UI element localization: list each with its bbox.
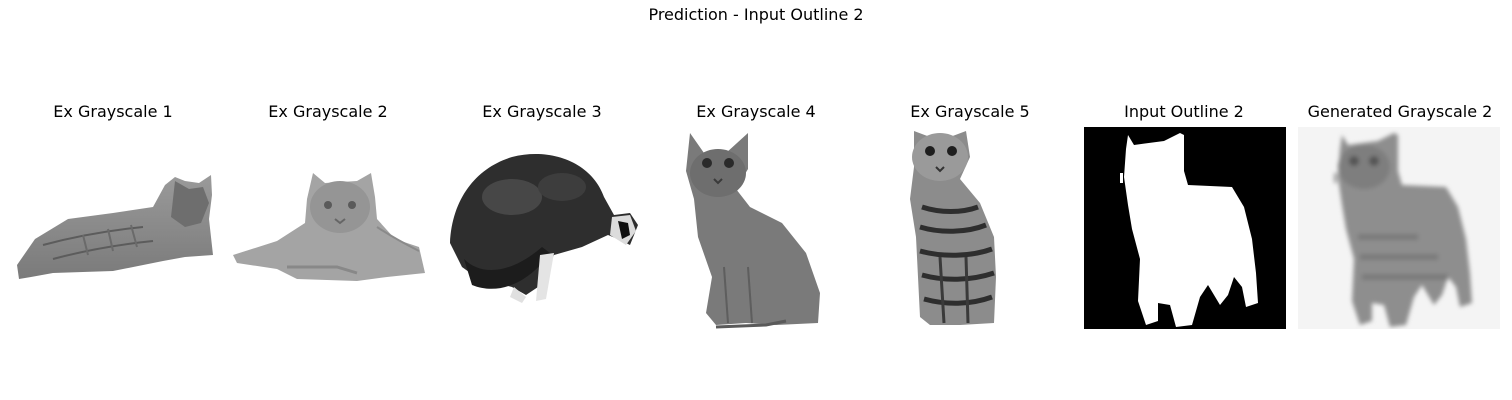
panel-ex-grayscale-2 xyxy=(227,127,429,329)
panel-generated-grayscale-2 xyxy=(1298,127,1500,329)
tabby-cat-sitting-image xyxy=(910,131,996,325)
panel-input-outline-2 xyxy=(1084,127,1286,329)
gray-cat-lying-image xyxy=(17,175,213,279)
panel-title-7: Generated Grayscale 2 xyxy=(1307,102,1493,121)
panel-title-4: Ex Grayscale 4 xyxy=(696,102,816,121)
panel-title-6: Input Outline 2 xyxy=(1124,102,1244,121)
panel-ex-grayscale-3 xyxy=(442,127,644,329)
panel-ex-grayscale-4 xyxy=(656,127,858,329)
binary-cat-silhouette-mask xyxy=(1084,127,1286,329)
panel-ex-grayscale-1 xyxy=(13,127,215,329)
panel-ex-grayscale-5 xyxy=(870,127,1072,329)
blurry-generated-cat-image xyxy=(1298,127,1500,329)
panel-title-2: Ex Grayscale 2 xyxy=(268,102,388,121)
panel-title-5: Ex Grayscale 5 xyxy=(910,102,1030,121)
orange-cat-lying-image xyxy=(233,173,425,281)
panel-title-1: Ex Grayscale 1 xyxy=(53,102,173,121)
panel-title-3: Ex Grayscale 3 xyxy=(482,102,602,121)
gray-cat-sitting-image xyxy=(686,133,820,329)
figure-title: Prediction - Input Outline 2 xyxy=(648,5,864,24)
dark-cat-crouching-image xyxy=(450,154,638,303)
